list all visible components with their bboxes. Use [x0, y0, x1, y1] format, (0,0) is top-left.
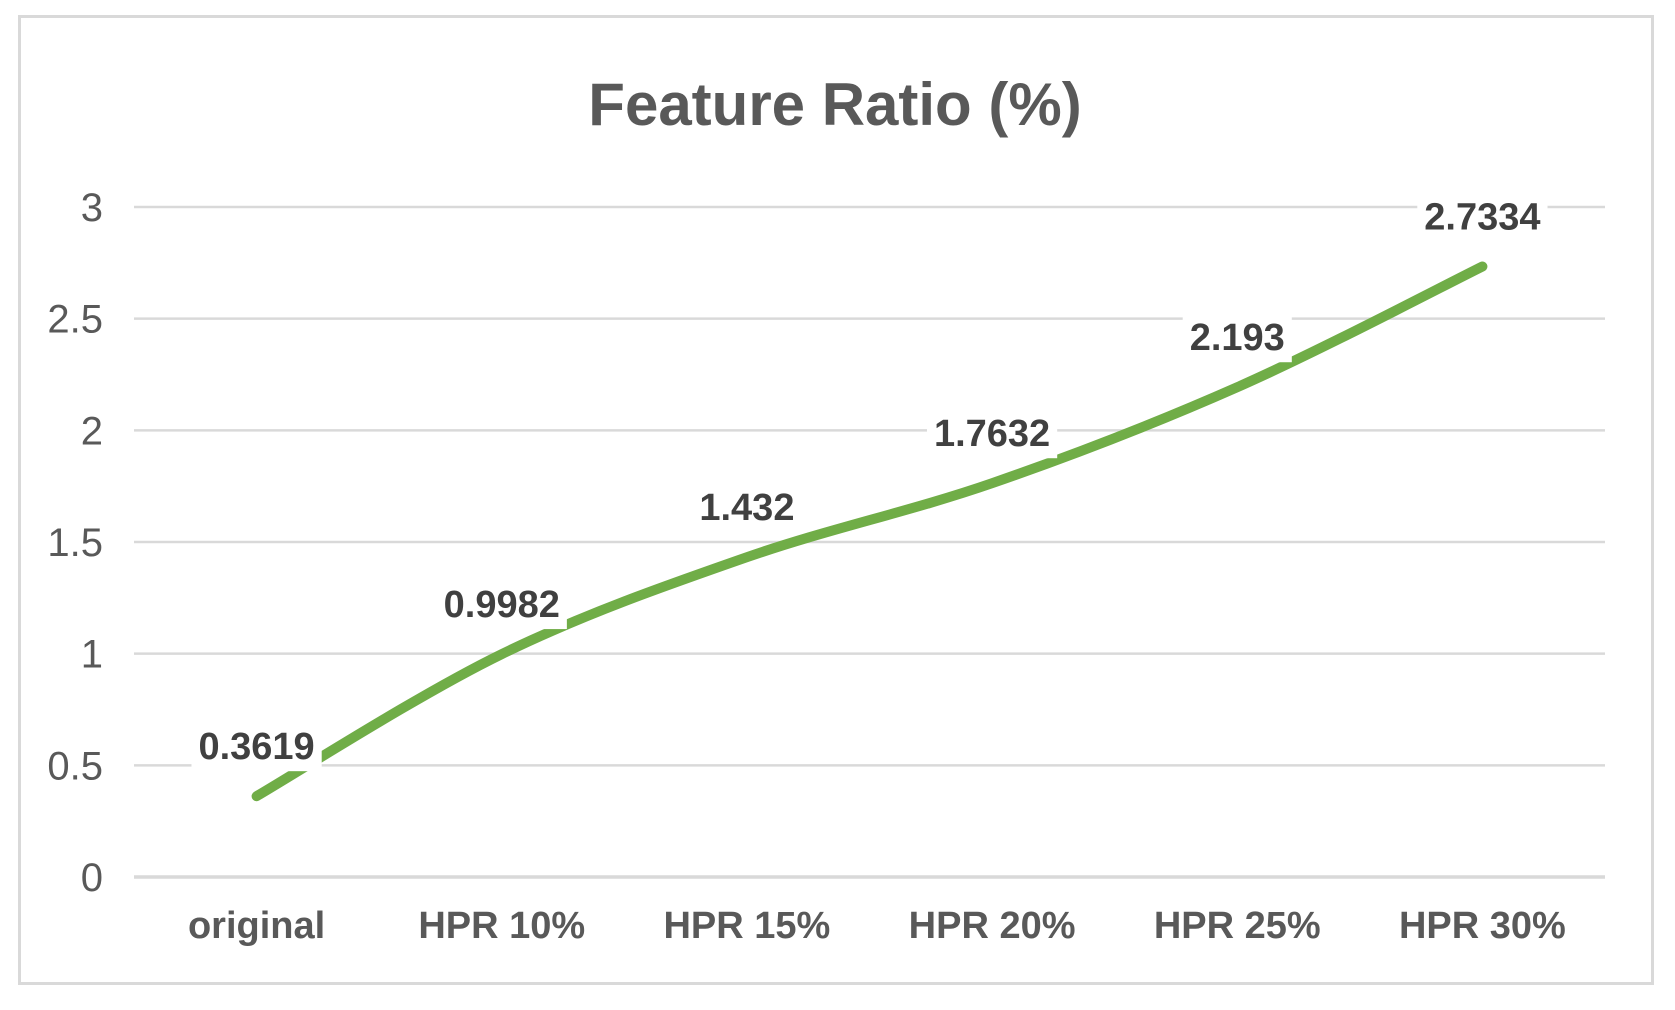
- x-category-label: HPR 30%: [1399, 905, 1566, 947]
- series-line-group: [251, 261, 1488, 802]
- data-point-label: 0.3619: [198, 726, 314, 768]
- chart-border: [18, 15, 1654, 985]
- x-category-label: HPR 10%: [418, 905, 585, 947]
- data-point-label: 2.7334: [1424, 197, 1540, 239]
- y-tick-label: 1.5: [47, 521, 103, 565]
- y-tick-label: 3: [81, 186, 103, 230]
- y-tick-label: 2.5: [47, 298, 103, 342]
- y-tick-label: 0.5: [47, 744, 103, 788]
- chart-title: Feature Ratio (%): [588, 71, 1081, 138]
- data-label-background: [1417, 193, 1548, 242]
- data-point-label: 1.432: [699, 487, 794, 529]
- data-label-background: [436, 581, 567, 630]
- x-category-label: HPR 15%: [663, 905, 830, 947]
- x-category-label: HPR 20%: [909, 905, 1076, 947]
- y-axis-labels: 0 0.5 1 1.5 2 2.5 3: [47, 186, 103, 900]
- gridlines: [134, 205, 1605, 879]
- data-point-label: 2.193: [1190, 317, 1285, 359]
- data-label-background: [191, 723, 322, 772]
- data-label-background: [926, 410, 1058, 459]
- data-point-label: 0.9982: [444, 584, 560, 626]
- y-tick-label: 1: [81, 633, 103, 677]
- x-axis-labels: original HPR 10% HPR 15% HPR 20% HPR 25% HPR …: [188, 905, 1566, 947]
- data-point-label: 1.7632: [934, 413, 1050, 455]
- y-tick-label: 0: [81, 856, 103, 900]
- data-label-background: [692, 484, 802, 533]
- y-tick-label: 2: [81, 409, 103, 453]
- data-label-background: [1182, 314, 1292, 363]
- x-category-label: HPR 25%: [1154, 905, 1321, 947]
- data-labels: 0.3619 0.9982 1.432 1.7632 2.193 2.7334: [191, 193, 1548, 772]
- series-line: [251, 261, 1488, 802]
- x-category-label: original: [188, 905, 325, 947]
